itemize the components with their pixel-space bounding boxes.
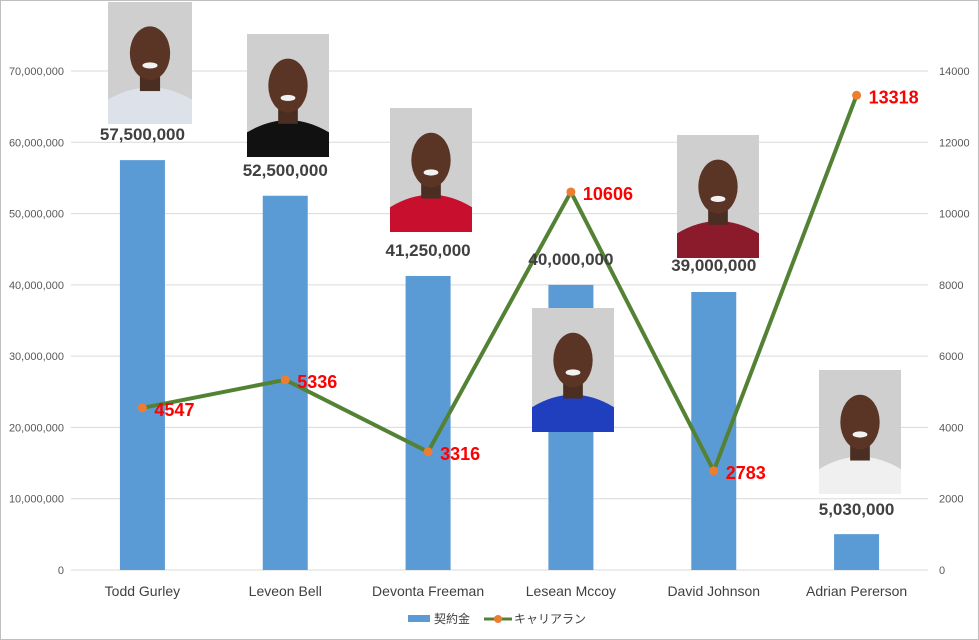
player-photo: Adrian Pererson <box>819 370 901 494</box>
left-axis: 0 10,000,000 20,000,000 30,000,000 40,000,00… <box>9 66 64 577</box>
bar-value-label: 39,000,000 <box>671 256 756 275</box>
left-tick-label: 0 <box>58 565 64 577</box>
legend-swatch-marker <box>494 615 502 623</box>
smile-shape <box>710 195 726 203</box>
player-photo: David Johnson <box>677 135 759 258</box>
smile-shape <box>280 94 296 102</box>
jersey-shape <box>677 221 759 258</box>
category-axis: Todd Gurley Leveon Bell Devonta Freeman Les… <box>105 583 907 599</box>
category-label: Todd Gurley <box>105 583 180 599</box>
line-value-label: 10606 <box>583 184 633 204</box>
line-value-label: 4547 <box>154 400 194 420</box>
player-photo: Devonta Freeman <box>390 108 472 232</box>
face-shape <box>129 26 171 81</box>
right-tick-label: 6000 <box>939 351 963 363</box>
line-value-label: 3316 <box>440 444 480 464</box>
gridlines <box>71 70 928 571</box>
face-shape <box>268 58 308 113</box>
bar-value-label: 52,500,000 <box>243 161 328 180</box>
smile-shape <box>565 369 581 376</box>
right-axis: 0 2000 4000 6000 8000 10000 12000 14000 <box>939 66 970 577</box>
line-series <box>137 90 862 476</box>
smile-shape <box>423 169 439 176</box>
bar-value-label: 41,250,000 <box>386 241 471 260</box>
left-tick-label: 70,000,000 <box>9 66 64 78</box>
bar-value-label: 57,500,000 <box>100 125 185 144</box>
face-shape <box>411 132 451 188</box>
line-value-label: 2783 <box>726 463 766 483</box>
category-label: Adrian Pererson <box>806 583 907 599</box>
face-shape <box>698 159 738 214</box>
line-value-label: 5336 <box>297 372 337 392</box>
left-tick-label: 50,000,000 <box>9 209 64 221</box>
left-tick-label: 40,000,000 <box>9 280 64 292</box>
face-shape <box>553 332 593 388</box>
line-value-label: 13318 <box>869 87 919 107</box>
legend-label: キャリアラン <box>514 612 586 626</box>
face-shape <box>840 394 880 450</box>
jersey-shape <box>108 87 192 124</box>
bar-value-label: 40,000,000 <box>528 250 613 269</box>
right-tick-label: 4000 <box>939 422 963 434</box>
player-photo: Todd Gurley <box>108 2 192 124</box>
right-tick-label: 2000 <box>939 494 963 506</box>
right-tick-label: 12000 <box>939 137 970 149</box>
category-label: Leveon Bell <box>249 583 322 599</box>
bar-data-labels: 57,500,000 52,500,000 41,250,000 40,000,000… <box>100 125 895 519</box>
line-path <box>142 94 859 473</box>
jersey-shape <box>247 120 329 157</box>
line-point <box>280 375 290 385</box>
jersey-shape <box>819 456 901 494</box>
bar <box>834 534 880 570</box>
left-tick-label: 60,000,000 <box>9 137 64 149</box>
bar <box>119 160 165 570</box>
player-photo: Leveon Bell <box>247 34 329 157</box>
left-tick-label: 30,000,000 <box>9 351 64 363</box>
right-tick-label: 10000 <box>939 209 970 221</box>
line-point <box>566 187 576 197</box>
right-tick-label: 14000 <box>939 66 970 78</box>
legend-swatch-bar <box>408 615 430 622</box>
bar-value-label: 5,030,000 <box>819 500 895 519</box>
jersey-shape <box>532 394 614 432</box>
right-tick-label: 8000 <box>939 280 963 292</box>
left-tick-label: 20,000,000 <box>9 422 64 434</box>
legend: 契約金 キャリアラン <box>408 611 586 626</box>
bar-series <box>119 160 880 570</box>
jersey-shape <box>390 194 472 232</box>
line-point <box>137 403 147 413</box>
smile-shape <box>142 62 158 69</box>
line-data-labels: 4547 5336 3316 10606 2783 13318 <box>154 87 918 482</box>
player-photo: Lesean Mccoy <box>532 308 614 432</box>
right-tick-label: 0 <box>939 565 945 577</box>
smile-shape <box>852 431 868 438</box>
player-photos: Todd Gurley Leveon Bell Devonta Freeman Les… <box>108 2 901 494</box>
category-label: Lesean Mccoy <box>526 583 616 599</box>
line-point <box>852 90 862 100</box>
category-label: Devonta Freeman <box>372 583 484 599</box>
legend-label: 契約金 <box>434 611 470 626</box>
line-point <box>423 447 433 457</box>
left-tick-label: 10,000,000 <box>9 494 64 506</box>
category-label: David Johnson <box>667 583 760 599</box>
line-point <box>709 466 719 476</box>
